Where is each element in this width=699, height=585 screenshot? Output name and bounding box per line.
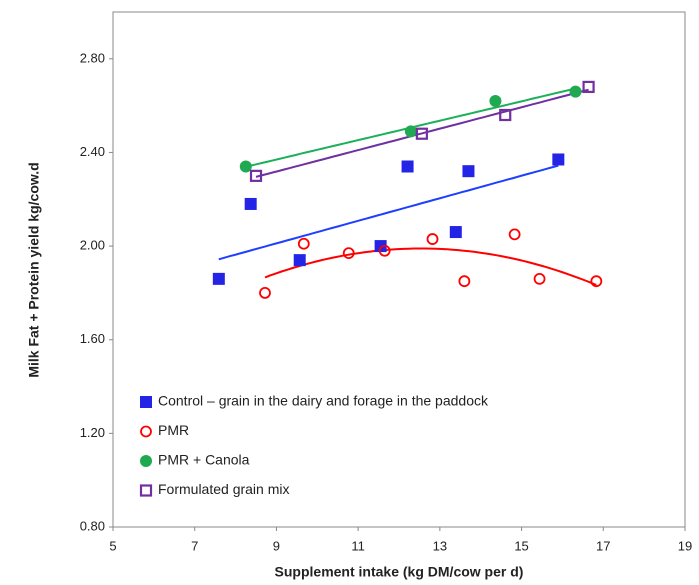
legend-marker — [139, 484, 153, 497]
legend-marker — [140, 396, 152, 408]
data-point — [415, 127, 428, 140]
legend-label: PMR + Canola — [158, 452, 250, 468]
x-tick-label: 7 — [191, 538, 198, 553]
y-tick-label: 1.20 — [80, 425, 105, 440]
data-point — [293, 254, 306, 267]
x-tick-label: 13 — [433, 538, 447, 553]
y-tick-label: 2.40 — [80, 144, 105, 159]
data-point — [244, 197, 257, 210]
data-point — [590, 275, 603, 288]
trend-line — [255, 88, 589, 178]
legend-marker — [140, 425, 152, 438]
data-point — [404, 125, 417, 138]
data-point — [458, 275, 471, 288]
y-tick-label: 1.60 — [80, 331, 105, 346]
y-tick-label: 0.80 — [80, 518, 105, 533]
data-point — [449, 226, 462, 239]
legend-label: PMR — [158, 422, 189, 438]
data-point — [533, 272, 546, 285]
data-point — [249, 169, 263, 182]
data-point — [342, 247, 355, 260]
trend-line — [264, 247, 597, 286]
data-point — [569, 85, 582, 98]
data-point — [297, 237, 310, 250]
x-tick-label: 5 — [109, 538, 116, 553]
data-point — [259, 287, 271, 299]
data-point — [401, 160, 414, 173]
plot-frame — [112, 11, 686, 528]
x-tick-label: 9 — [273, 538, 280, 553]
x-axis-title: Supplement intake (kg DM/cow per d) — [275, 564, 524, 580]
legend-label: Formulated grain mix — [158, 481, 290, 497]
data-point — [239, 160, 252, 173]
y-tick-label: 2.00 — [80, 238, 105, 253]
data-point — [462, 165, 475, 178]
data-point — [374, 240, 387, 253]
x-tick-label: 11 — [351, 538, 365, 553]
legend-label: Control – grain in the dairy and forage … — [158, 393, 489, 409]
y-axis-title: Milk Fat + Protein yield kg/cow.d — [26, 162, 42, 377]
data-point — [378, 244, 391, 257]
data-point — [552, 153, 565, 166]
x-tick-label: 15 — [514, 538, 528, 553]
data-point — [582, 80, 595, 94]
x-tick-label: 17 — [596, 538, 610, 553]
legend-marker — [140, 455, 152, 467]
y-tick-label: 2.80 — [80, 50, 105, 65]
data-point — [499, 108, 512, 122]
trend-line — [218, 164, 559, 261]
data-point — [508, 228, 521, 241]
data-point — [212, 272, 225, 285]
data-point — [489, 94, 502, 107]
x-tick-label: 19 — [678, 538, 692, 553]
data-point — [426, 233, 439, 245]
